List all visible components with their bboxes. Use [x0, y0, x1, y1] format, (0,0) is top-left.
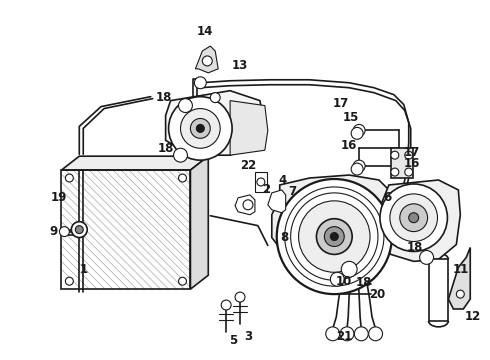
Bar	[61, 170, 191, 289]
Circle shape	[353, 160, 365, 172]
Text: 17: 17	[404, 146, 420, 159]
Circle shape	[317, 219, 352, 255]
Polygon shape	[268, 190, 286, 213]
Circle shape	[351, 127, 363, 139]
Text: 18: 18	[407, 241, 423, 254]
Text: 21: 21	[336, 330, 352, 343]
Circle shape	[59, 227, 70, 237]
Text: 7: 7	[289, 185, 296, 198]
Text: 8: 8	[281, 231, 289, 244]
Text: 6: 6	[383, 192, 391, 204]
Circle shape	[351, 163, 363, 175]
Polygon shape	[235, 195, 255, 215]
Text: 19: 19	[50, 192, 67, 204]
Circle shape	[380, 184, 447, 251]
Text: 2: 2	[262, 184, 270, 197]
Circle shape	[169, 96, 232, 160]
Polygon shape	[166, 91, 265, 155]
Circle shape	[298, 201, 370, 272]
Circle shape	[202, 56, 212, 66]
Circle shape	[419, 251, 434, 264]
Bar	[255, 172, 267, 192]
Circle shape	[75, 226, 83, 234]
Circle shape	[196, 125, 204, 132]
Circle shape	[180, 99, 191, 109]
Bar	[61, 170, 191, 289]
Circle shape	[180, 109, 220, 148]
Circle shape	[368, 327, 383, 341]
Circle shape	[257, 178, 265, 186]
Circle shape	[354, 327, 368, 341]
Circle shape	[277, 179, 392, 294]
Circle shape	[330, 272, 344, 286]
Polygon shape	[230, 100, 268, 155]
Circle shape	[400, 204, 428, 231]
Circle shape	[340, 327, 354, 341]
Circle shape	[191, 118, 210, 138]
Text: 18: 18	[155, 91, 172, 104]
Text: 22: 22	[240, 159, 256, 172]
Text: 1: 1	[79, 263, 87, 276]
Text: 11: 11	[452, 263, 468, 276]
Text: 13: 13	[232, 59, 248, 72]
Circle shape	[353, 125, 365, 136]
Circle shape	[405, 151, 413, 159]
Circle shape	[330, 233, 338, 240]
Circle shape	[72, 222, 87, 238]
Polygon shape	[377, 180, 460, 261]
Circle shape	[235, 292, 245, 302]
Polygon shape	[191, 156, 208, 289]
Circle shape	[341, 261, 357, 277]
Circle shape	[291, 193, 378, 280]
Text: 12: 12	[465, 310, 481, 323]
Polygon shape	[272, 175, 397, 271]
Circle shape	[65, 277, 74, 285]
Text: 20: 20	[369, 288, 385, 301]
Text: 9: 9	[49, 225, 58, 238]
Polygon shape	[448, 247, 470, 309]
Circle shape	[195, 77, 206, 89]
Circle shape	[326, 327, 340, 341]
Circle shape	[178, 174, 187, 182]
Bar	[429, 260, 448, 321]
Text: 16: 16	[341, 139, 357, 152]
Text: 14: 14	[197, 24, 214, 38]
Circle shape	[391, 168, 399, 176]
Bar	[391, 148, 413, 178]
Circle shape	[405, 168, 413, 176]
Text: 15: 15	[343, 111, 359, 124]
Circle shape	[221, 300, 231, 310]
Circle shape	[210, 93, 220, 103]
Circle shape	[243, 200, 253, 210]
Text: 17: 17	[333, 97, 349, 110]
Circle shape	[456, 290, 465, 298]
Text: 18: 18	[157, 142, 174, 155]
Polygon shape	[196, 46, 218, 73]
Circle shape	[178, 99, 193, 113]
Circle shape	[390, 194, 438, 242]
Text: 10: 10	[336, 275, 352, 288]
Circle shape	[173, 148, 188, 162]
Text: 4: 4	[279, 174, 287, 186]
Circle shape	[391, 151, 399, 159]
Circle shape	[65, 174, 74, 182]
Text: 5: 5	[229, 334, 237, 347]
Circle shape	[409, 213, 418, 223]
Circle shape	[178, 277, 187, 285]
Text: 3: 3	[244, 330, 252, 343]
Polygon shape	[61, 156, 208, 170]
Text: 18: 18	[356, 276, 372, 289]
Text: 16: 16	[404, 157, 420, 170]
Circle shape	[324, 227, 344, 247]
